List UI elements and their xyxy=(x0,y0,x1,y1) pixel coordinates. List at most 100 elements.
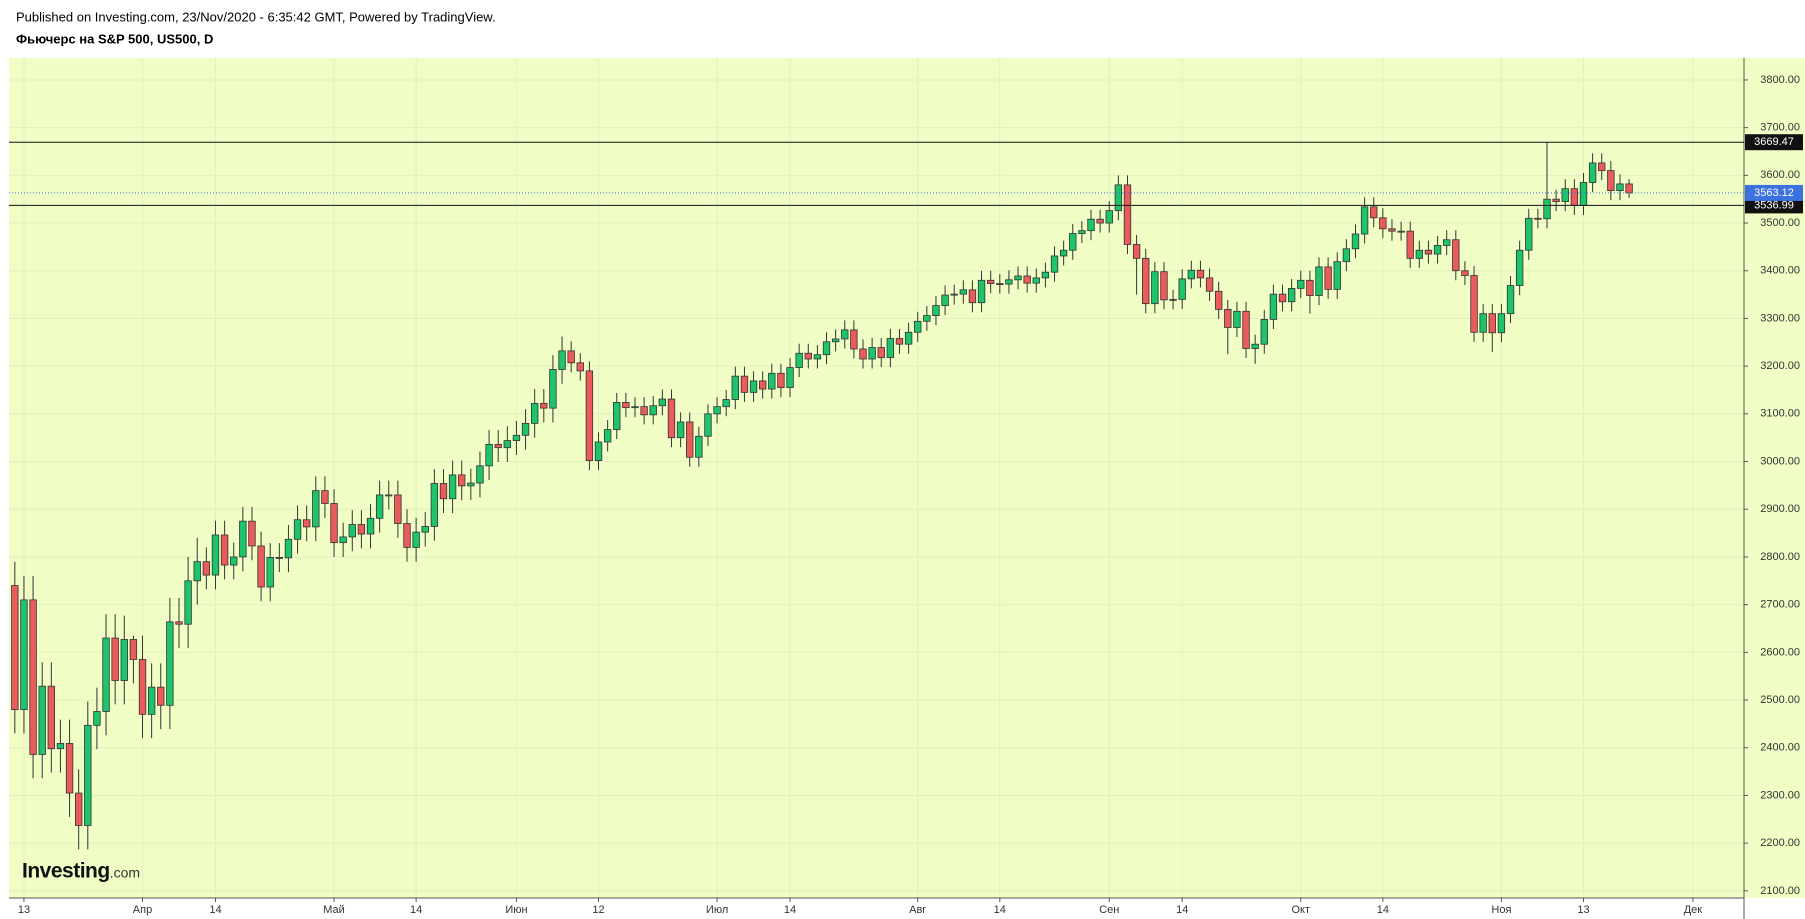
candle-body xyxy=(695,435,703,458)
candle-body xyxy=(239,520,247,558)
candle-body xyxy=(585,370,594,461)
x-tick-label: Сен xyxy=(1099,904,1119,916)
candle-body xyxy=(111,637,119,681)
candle-body xyxy=(339,536,347,544)
candle-body xyxy=(631,406,639,409)
candle-body xyxy=(1515,249,1524,286)
level-label: 3669.47 xyxy=(1754,136,1794,148)
candle-body xyxy=(558,350,566,370)
axes: 2100.00 2200.00 2300.00 2400.00 2500.00 2600.… xyxy=(9,58,1803,919)
logo-suffix: .com xyxy=(110,865,140,881)
candle-body xyxy=(768,372,776,390)
candle-body xyxy=(458,474,466,487)
candle-body xyxy=(84,724,92,826)
candle-body xyxy=(1543,198,1551,220)
x-tick-label: 12 xyxy=(592,904,604,916)
candle-body xyxy=(1132,244,1141,259)
candle-body xyxy=(1598,162,1606,171)
candle-body xyxy=(622,401,630,409)
x-tick-label: Авг xyxy=(909,904,926,916)
candle-body xyxy=(1196,269,1205,279)
candle-body xyxy=(93,711,101,726)
candle-body xyxy=(1397,230,1405,233)
candle-body xyxy=(1059,249,1068,257)
candle-body xyxy=(530,402,539,424)
candle-body xyxy=(74,792,83,826)
candle-body xyxy=(831,338,840,343)
candle-body xyxy=(676,421,685,439)
candle-body xyxy=(1360,206,1369,235)
candle-body xyxy=(1215,290,1223,310)
price-axis-area xyxy=(1744,58,1805,898)
candle-body xyxy=(658,398,667,407)
candle-body xyxy=(804,352,812,360)
candle-body xyxy=(1415,249,1424,259)
y-tick-label: 3200.00 xyxy=(1760,360,1800,372)
candle-body xyxy=(731,375,740,400)
candle-body xyxy=(476,465,484,484)
candle-body xyxy=(120,639,128,681)
candle-body xyxy=(357,524,366,535)
candle-body xyxy=(403,523,411,548)
candle-body xyxy=(275,557,284,559)
candle-body xyxy=(704,413,712,437)
candle-body xyxy=(230,556,238,566)
y-tick-label: 3500.00 xyxy=(1760,217,1800,229)
candle-body xyxy=(65,743,74,794)
candle-body xyxy=(448,474,457,500)
candle-body xyxy=(1023,275,1031,284)
y-tick-label: 2200.00 xyxy=(1760,837,1800,849)
y-tick-label: 2100.00 xyxy=(1760,885,1800,897)
candle-body xyxy=(923,315,931,322)
candle-body xyxy=(640,406,648,416)
candle-body xyxy=(175,621,183,625)
candle-body xyxy=(1506,285,1515,315)
candle-body xyxy=(786,367,794,389)
candle-body xyxy=(1315,266,1323,296)
candle-body xyxy=(321,490,329,504)
candle-body xyxy=(986,279,995,285)
last-price-bg xyxy=(1745,184,1803,201)
candle-body xyxy=(1297,279,1305,289)
x-tick-label: 14 xyxy=(410,904,422,916)
candle-body xyxy=(1205,277,1214,292)
candle-body xyxy=(1260,318,1268,345)
candle-body xyxy=(1588,162,1597,183)
candle-body xyxy=(20,599,28,710)
candle-body xyxy=(1169,298,1177,301)
candle-body xyxy=(257,545,265,588)
candle-body xyxy=(1014,275,1022,281)
y-tick-label: 3600.00 xyxy=(1760,169,1800,181)
candle-body xyxy=(567,350,575,364)
candle-body xyxy=(467,482,475,487)
level-label: 3536.99 xyxy=(1754,199,1794,211)
y-tick-label: 3400.00 xyxy=(1760,265,1800,277)
candle-body xyxy=(576,362,584,372)
candle-body xyxy=(1306,279,1314,296)
candle-body xyxy=(385,494,393,497)
candle-body xyxy=(1114,184,1123,212)
y-tick-label: 3300.00 xyxy=(1760,312,1800,324)
candle-body xyxy=(758,380,767,390)
y-tick-label: 2700.00 xyxy=(1760,599,1800,611)
x-tick-label: 14 xyxy=(994,904,1006,916)
candle-body xyxy=(1379,217,1387,230)
candle-body xyxy=(1160,271,1168,301)
candle-body xyxy=(886,338,895,358)
candle-body xyxy=(1424,249,1433,255)
candle-body xyxy=(1041,271,1050,279)
candle-body xyxy=(1251,343,1259,349)
x-tick-label: Окт xyxy=(1291,904,1310,916)
candle-body xyxy=(850,329,858,350)
candle-body xyxy=(166,621,174,706)
candle-body xyxy=(1388,228,1396,232)
level-label-bg xyxy=(1745,134,1803,151)
candle-body xyxy=(284,538,293,559)
candle-body xyxy=(11,585,19,710)
candle-body xyxy=(777,372,785,389)
candle-body xyxy=(749,380,758,393)
x-tick-label: 14 xyxy=(209,904,221,916)
logo-brand: Investing xyxy=(22,860,110,883)
candle-body xyxy=(1005,279,1013,285)
